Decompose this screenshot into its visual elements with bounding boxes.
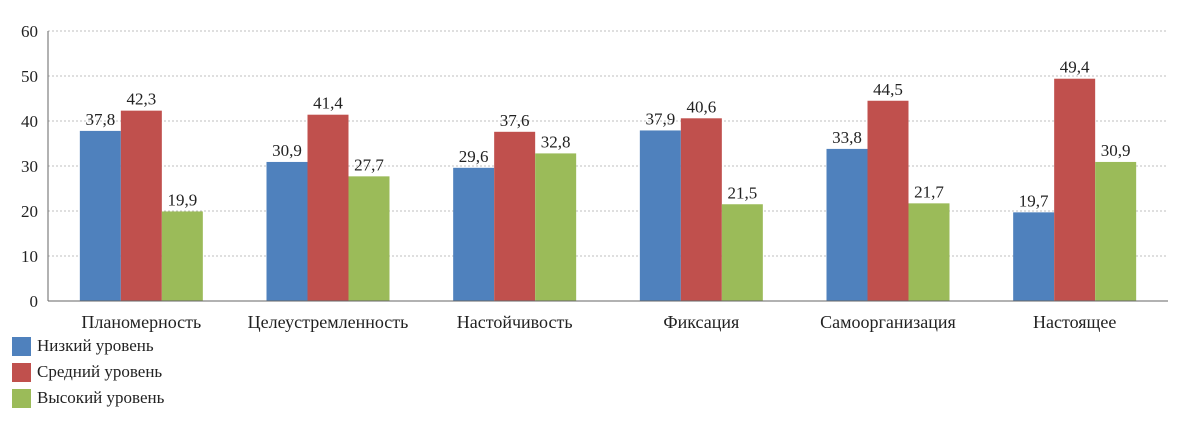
legend-item: Средний уровень <box>12 359 164 385</box>
data-label: 49,4 <box>1060 58 1090 77</box>
data-label: 30,9 <box>272 141 302 160</box>
x-axis: Планомерность Целеустремленность Настойчив… <box>48 300 1168 332</box>
legend-label: Высокий уровень <box>37 388 165 407</box>
data-label: 37,8 <box>85 110 115 129</box>
data-label: 19,7 <box>1019 191 1049 210</box>
y-tick-label: 30 <box>21 157 38 176</box>
bar <box>1054 78 1096 301</box>
data-label: 30,9 <box>1101 141 1131 160</box>
y-axis: 0 10 20 30 40 50 60 <box>21 22 49 311</box>
bar <box>908 203 950 301</box>
data-label: 27,7 <box>354 155 384 174</box>
bar <box>453 167 495 301</box>
bar <box>639 130 681 301</box>
bar <box>266 161 308 301</box>
data-label: 37,6 <box>500 111 530 130</box>
data-label: 37,9 <box>645 109 675 128</box>
bar <box>494 131 536 301</box>
bar <box>1095 161 1137 301</box>
legend-label: Средний уровень <box>37 362 163 381</box>
bar <box>1013 212 1055 301</box>
grid-lines <box>48 30 1168 257</box>
data-label: 29,6 <box>459 147 489 166</box>
data-label: 41,4 <box>313 94 343 113</box>
bar <box>79 130 121 301</box>
legend-swatch <box>12 336 31 356</box>
y-tick-label: 50 <box>21 67 38 86</box>
data-label: 33,8 <box>832 128 862 147</box>
bars: 37,8 42,3 19,9 30,9 41,4 27,7 29,6 37,6 32,8 37,9… <box>79 58 1137 302</box>
legend-label: Низкий уровень <box>37 336 154 355</box>
x-tick-label: Настоящее <box>1033 312 1116 332</box>
legend-swatch <box>12 388 31 408</box>
legend-item: Высокий уровень <box>12 385 164 411</box>
x-tick-label: Самоорганизация <box>820 312 956 332</box>
data-label: 21,7 <box>914 182 944 201</box>
y-tick-label: 60 <box>21 22 38 41</box>
bar <box>867 100 909 301</box>
y-tick-label: 20 <box>21 202 38 221</box>
bar <box>307 114 349 301</box>
legend: Низкий уровень Средний уровень Высокий уро… <box>12 333 164 411</box>
bar <box>161 211 203 301</box>
x-tick-label: Фиксация <box>663 312 739 332</box>
data-label: 42,3 <box>126 90 156 109</box>
data-label: 21,5 <box>727 183 757 202</box>
legend-item: Низкий уровень <box>12 333 164 359</box>
y-tick-label: 0 <box>30 292 39 311</box>
x-tick-label: Целеустремленность <box>248 312 409 332</box>
x-tick-label: Настойчивость <box>457 312 573 332</box>
data-label: 19,9 <box>167 190 197 209</box>
y-tick-label: 10 <box>21 247 38 266</box>
bar <box>535 153 577 301</box>
data-label: 40,6 <box>686 97 716 116</box>
bar <box>120 110 162 302</box>
x-tick-label: Планомерность <box>81 312 201 332</box>
data-label: 32,8 <box>541 132 571 151</box>
bar <box>348 176 390 301</box>
bar <box>680 118 722 301</box>
bar <box>721 204 763 301</box>
legend-swatch <box>12 362 31 382</box>
data-label: 44,5 <box>873 80 903 99</box>
y-tick-label: 40 <box>21 112 38 131</box>
bar <box>826 148 868 301</box>
